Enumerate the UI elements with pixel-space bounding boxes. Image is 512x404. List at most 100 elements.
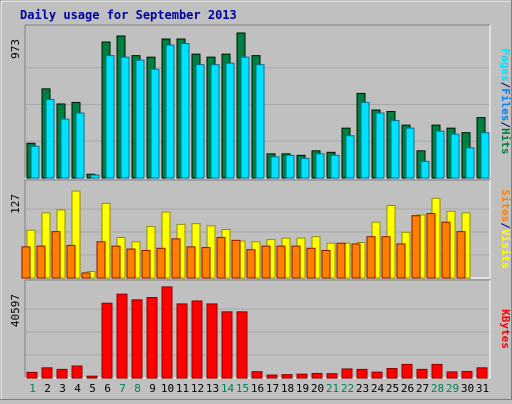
bar-pages-day-30	[465, 147, 475, 179]
bar-kbytes-day-9	[146, 297, 158, 379]
x-tick-label-day-8: 8	[134, 382, 141, 395]
x-tick-label-day-28: 28	[431, 382, 444, 395]
bar-sites-day-2	[36, 245, 46, 279]
bar-sites-day-27	[411, 215, 421, 279]
bar-visits-day-2	[41, 212, 51, 279]
x-tick-label-day-24: 24	[371, 382, 385, 395]
legend-entry: /	[499, 222, 512, 229]
legend-entry: /	[499, 121, 512, 128]
x-tick-label-day-18: 18	[281, 382, 294, 395]
x-tick-label-day-14: 14	[221, 382, 235, 395]
bar-sites-day-3	[51, 231, 61, 279]
x-tick-label-day-27: 27	[416, 382, 429, 395]
bar-pages-day-13	[210, 64, 220, 179]
panel-kbytes: 40597 KBytes	[9, 279, 512, 379]
legend-entry: Visits	[499, 229, 512, 269]
x-tick-label-day-16: 16	[251, 382, 264, 395]
x-tick-label-day-6: 6	[104, 382, 111, 395]
bar-pages-day-24	[375, 112, 385, 179]
x-tick-label-day-7: 7	[119, 382, 126, 395]
legend-entry: Sites	[499, 189, 512, 222]
bar-pages-day-23	[360, 101, 370, 179]
bar-sites-day-10	[156, 247, 166, 279]
bar-pages-day-20	[315, 153, 325, 179]
bar-pages-day-21	[330, 154, 340, 179]
bar-kbytes-day-1	[26, 371, 38, 379]
bar-kbytes-day-31	[476, 367, 488, 379]
bar-pages-day-31	[480, 132, 490, 179]
x-tick-label-day-17: 17	[266, 382, 279, 395]
x-tick-label-day-3: 3	[59, 382, 66, 395]
bar-kbytes-day-11	[176, 303, 188, 379]
bar-pages-day-19	[300, 157, 310, 179]
bar-kbytes-day-26	[401, 363, 413, 379]
bar-kbytes-day-17	[266, 374, 278, 379]
x-tick-label-day-2: 2	[44, 382, 51, 395]
bar-kbytes-day-5	[86, 375, 98, 379]
bar-pages-day-10	[165, 44, 175, 179]
bar-kbytes-day-18	[281, 374, 293, 379]
x-tick-label-day-25: 25	[386, 382, 399, 395]
bar-kbytes-day-3	[56, 368, 68, 379]
bar-sites-day-29	[441, 221, 451, 279]
bar-pages-day-11	[180, 43, 190, 179]
bar-visits-day-4	[71, 190, 81, 279]
bar-kbytes-day-28	[431, 363, 443, 379]
x-tick-label-day-12: 12	[191, 382, 204, 395]
y-axis-max-label: 40597	[9, 294, 22, 327]
bar-pages-day-3	[60, 118, 70, 179]
bar-pages-day-25	[390, 120, 400, 179]
bar-kbytes-day-20	[311, 372, 323, 379]
bar-sites-day-9	[141, 249, 151, 279]
legend-entry: /	[499, 82, 512, 89]
legend-entry: Pages	[499, 49, 512, 82]
bar-sites-day-17	[261, 245, 271, 279]
bar-sites-day-18	[276, 245, 286, 279]
bar-pages-day-18	[285, 154, 295, 179]
bar-kbytes-day-23	[356, 368, 368, 379]
legend-kbytes: KBytes	[499, 309, 512, 349]
bar-sites-day-14	[216, 236, 226, 279]
bar-sites-day-8	[126, 248, 136, 279]
bar-pages-day-27	[420, 160, 430, 179]
bar-kbytes-day-12	[191, 300, 203, 379]
bar-pages-day-29	[450, 133, 460, 179]
bar-sites-day-7	[111, 245, 121, 279]
bar-kbytes-day-2	[41, 367, 53, 379]
bar-sites-day-16	[246, 249, 256, 279]
legend-entry: KBytes	[499, 309, 512, 349]
bar-kbytes-day-22	[341, 368, 353, 379]
bar-sites-day-5	[81, 272, 91, 279]
y-axis-max-label: 973	[9, 39, 22, 59]
x-tick-label-day-23: 23	[356, 382, 369, 395]
bar-pages-day-6	[105, 55, 115, 179]
bar-sites-day-13	[201, 247, 211, 279]
bar-kbytes-day-13	[206, 303, 218, 379]
bar-pages-day-22	[345, 135, 355, 179]
bar-kbytes-day-15	[236, 311, 248, 379]
bar-kbytes-day-24	[371, 371, 383, 379]
x-tick-label-day-4: 4	[74, 382, 81, 395]
bar-kbytes-day-19	[296, 373, 308, 379]
bar-sites-day-21	[321, 249, 331, 279]
bar-pages-day-15	[240, 56, 250, 179]
x-tick-label-day-30: 30	[461, 382, 474, 395]
legend-entry: Hits	[499, 128, 512, 155]
bar-pages-day-12	[195, 64, 205, 179]
x-tick-label-day-5: 5	[89, 382, 96, 395]
bar-kbytes-day-8	[131, 299, 143, 379]
bar-kbytes-day-21	[326, 373, 338, 379]
bar-sites-day-6	[96, 241, 106, 279]
bar-sites-day-23	[351, 243, 361, 279]
x-tick-label-day-15: 15	[236, 382, 249, 395]
bar-kbytes-day-6	[101, 302, 113, 379]
bar-sites-day-26	[396, 243, 406, 279]
x-tick-label-day-9: 9	[149, 382, 156, 395]
bar-pages-day-26	[405, 127, 415, 179]
x-tick-label-day-21: 21	[326, 382, 339, 395]
bar-pages-day-28	[435, 130, 445, 179]
y-axis-max-label: 127	[9, 194, 22, 214]
bar-sites-day-1	[21, 246, 31, 279]
